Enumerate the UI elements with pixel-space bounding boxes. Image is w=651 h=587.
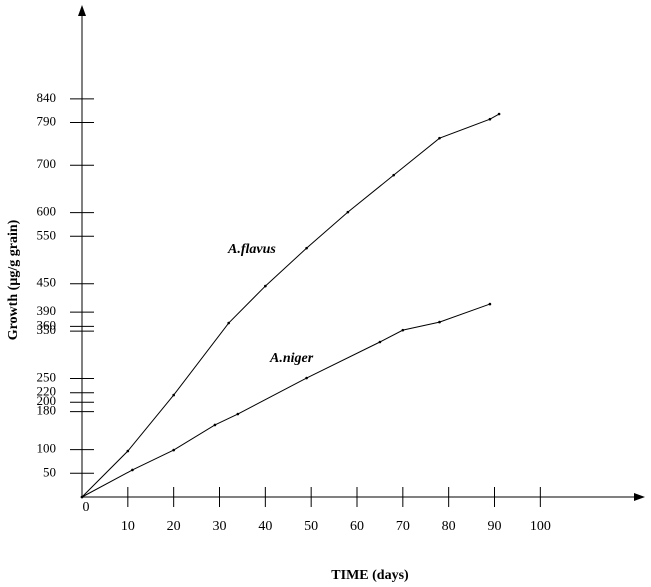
y-tick-label: 840 [37,90,57,105]
annotation: A.flavus [227,242,276,257]
data-point [172,448,175,452]
data-point [438,320,441,324]
y-arrow [78,5,86,16]
y-tick-label: 220 [37,384,57,399]
y-tick-label: 390 [37,303,57,318]
data-point [401,328,405,332]
x-tick-label: 90 [488,519,502,534]
data-point [126,449,130,453]
y-tick-label: 790 [37,114,57,129]
x-tick-label: 70 [396,519,410,534]
y-tick-label: 600 [37,204,57,219]
y-tick-label: 700 [37,156,57,171]
x-tick-label: 80 [442,519,456,534]
y-axis-label: Growth (µg/g grain) [6,219,21,340]
x-tick-label: 60 [350,519,364,534]
y-tick-label: 50 [43,464,56,479]
x-tick-label: 40 [258,519,272,534]
x-tick-label: 100 [530,519,551,534]
x-tick-label: 20 [167,519,181,534]
y-tick-label: 180 [37,403,57,418]
series-line [81,303,491,498]
data-point [172,393,175,397]
data-point [488,117,492,121]
data-point [227,321,230,325]
x-arrow [634,493,645,501]
data-point [378,340,382,344]
data-point [131,468,134,472]
x-tick-label: 50 [304,519,318,534]
data-point [488,302,492,306]
data-point [392,173,395,177]
y-tick-label: 200 [37,393,57,408]
x-tick-label: 0 [83,500,90,515]
annotation: A.niger [269,351,314,366]
y-tick-label: 450 [37,275,57,290]
data-point [213,423,217,427]
data-point [305,376,308,380]
y-tick-label: 360 [37,317,57,332]
series-line [81,113,500,498]
data-point [438,136,441,140]
y-tick-label: 550 [37,227,57,242]
data-point [80,495,84,499]
y-tick-label: 100 [37,441,57,456]
data-point [346,210,350,214]
data-point [236,412,240,416]
data-point [497,112,501,116]
x-axis-label: TIME (days) [331,568,409,583]
data-point [305,246,308,250]
y-tick-label: 250 [37,369,57,384]
x-tick-label: 30 [213,519,227,534]
y-tick-label: 350 [37,322,57,337]
data-point [264,284,267,288]
x-tick-label: 10 [121,519,135,534]
